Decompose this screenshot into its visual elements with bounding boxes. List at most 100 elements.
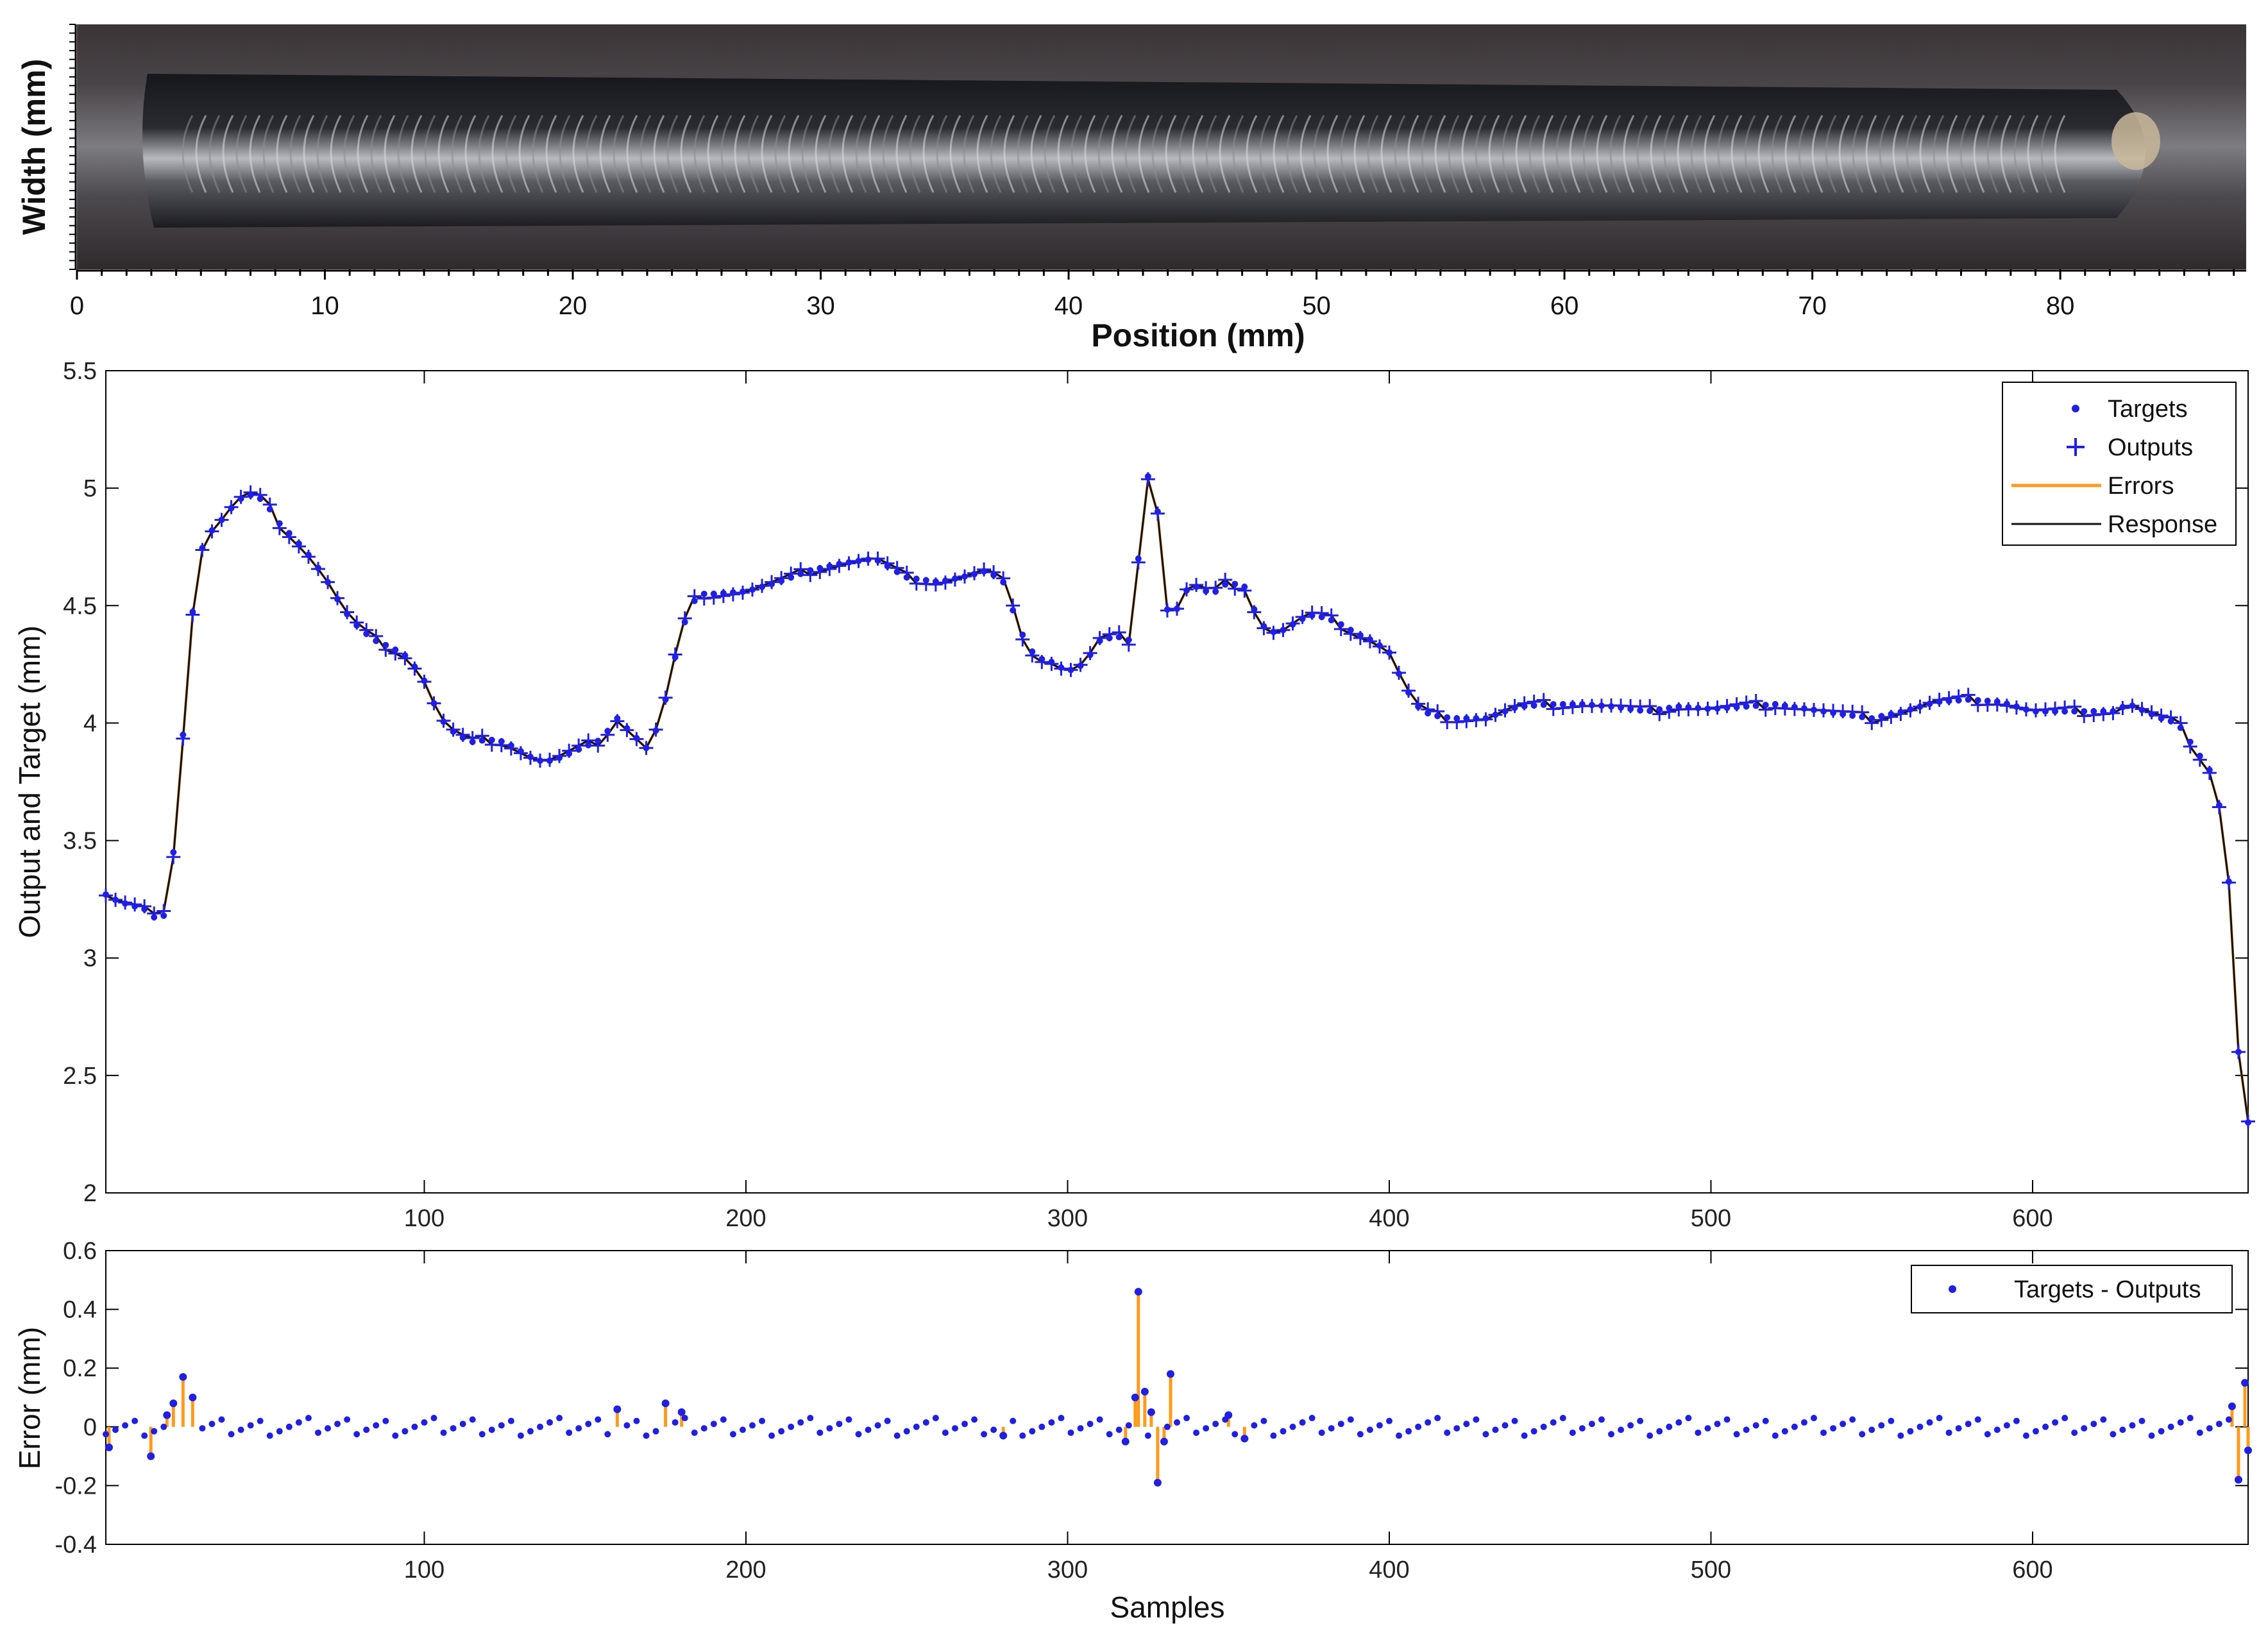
target-marker [778, 577, 785, 584]
error-point [2215, 1421, 2222, 1428]
error-point [2196, 1429, 2203, 1436]
error-point [2225, 1416, 2232, 1423]
target-marker [1473, 715, 1480, 722]
error-point [450, 1425, 457, 1432]
target-marker [2167, 718, 2174, 725]
target-marker [469, 738, 476, 745]
weld-ripple [949, 115, 961, 193]
weld-ripple [1502, 115, 1514, 193]
error-point [440, 1429, 447, 1436]
weld-ripple [343, 115, 355, 193]
target-marker [218, 516, 225, 523]
target-marker [2206, 766, 2213, 773]
target-marker [1482, 715, 1489, 722]
error-ytick-label: 0.6 [63, 1238, 97, 1265]
target-marker [180, 731, 187, 738]
legend-errors-label: Errors [2108, 473, 2174, 500]
error-point [1723, 1416, 1731, 1423]
error-point [623, 1422, 630, 1429]
weld-ripple [1919, 115, 1931, 193]
weld-ripple [1273, 115, 1285, 193]
target-marker [1714, 705, 1721, 712]
weld-ripple [464, 115, 477, 193]
target-marker [1048, 659, 1055, 666]
weld-ripple [182, 115, 194, 193]
target-marker [700, 590, 707, 597]
weld-ripple [895, 115, 908, 193]
error-point [1048, 1419, 1055, 1426]
main-xtick-label: 200 [725, 1205, 766, 1232]
target-marker [1530, 702, 1537, 709]
target-marker [942, 577, 949, 584]
main-xtick-label: 400 [1369, 1205, 1409, 1232]
target-marker [1299, 615, 1306, 622]
target-marker [1936, 698, 1943, 705]
error-point [1463, 1421, 1470, 1428]
error-point [363, 1426, 370, 1433]
error-point [1106, 1431, 1113, 1438]
target-marker [1646, 707, 1654, 714]
error-point [604, 1431, 611, 1438]
target-marker [1511, 704, 1518, 711]
error-spike-point [677, 1408, 686, 1416]
error-points [103, 1288, 2252, 1487]
target-marker [517, 748, 524, 755]
error-point [749, 1422, 756, 1429]
target-marker [1627, 705, 1634, 713]
error-point [1685, 1415, 1692, 1422]
target-marker [1405, 689, 1412, 696]
error-point [1376, 1422, 1383, 1429]
error-point [681, 1415, 688, 1422]
error-point [218, 1416, 225, 1423]
target-marker [2061, 708, 2069, 715]
target-marker [566, 750, 573, 757]
weld-ripple [303, 115, 315, 193]
target-marker [1241, 583, 1248, 590]
weld-ripple [1973, 115, 1985, 193]
error-point [2110, 1431, 2117, 1438]
error-point [1425, 1419, 1432, 1426]
error-point [103, 1431, 109, 1438]
weld-ripple [613, 115, 625, 193]
target-marker [817, 565, 824, 572]
error-point [778, 1428, 785, 1435]
target-marker [1578, 701, 1586, 708]
photo-xtick-label: 50 [1302, 292, 1331, 320]
error-point [537, 1423, 544, 1430]
error-point [971, 1416, 978, 1423]
target-marker [2033, 708, 2040, 715]
target-marker [1666, 704, 1673, 711]
target-marker [1878, 713, 1885, 720]
weld-ripple [276, 115, 288, 193]
error-point [2071, 1429, 2078, 1436]
photo-xtick-label: 30 [806, 292, 835, 320]
error-point [1174, 1419, 1180, 1426]
target-marker [1569, 701, 1576, 708]
weld-ripple [639, 115, 652, 193]
target-marker [903, 574, 910, 581]
error-point [1453, 1425, 1460, 1432]
target-marker [2177, 724, 2184, 731]
error-point [353, 1431, 360, 1438]
error-axes: 100 200 300 400 500 600 -0.4 -0.2 0 0.2 0.4 0.6 [55, 1238, 2248, 1583]
target-marker [1955, 696, 1962, 704]
photo-xtick-label: 60 [1550, 292, 1579, 320]
error-xtick-label: 400 [1369, 1557, 1409, 1583]
target-marker [893, 568, 901, 575]
target-marker [759, 583, 766, 590]
target-marker [353, 622, 360, 629]
target-marker [874, 557, 881, 564]
weld-ripple [195, 115, 207, 193]
error-point [1772, 1432, 1779, 1439]
target-marker [1704, 705, 1711, 713]
legend-outputs-marker [2067, 438, 2085, 456]
weld-ripple [828, 115, 840, 193]
error-point [334, 1421, 341, 1428]
error-spike-point [1147, 1408, 1155, 1416]
weld-ripple [1892, 115, 1904, 193]
target-marker [1087, 652, 1094, 659]
weld-ripple [1030, 115, 1042, 193]
target-marker [1675, 703, 1682, 710]
weld-ripple [1044, 115, 1056, 193]
target-marker [1540, 701, 1547, 708]
